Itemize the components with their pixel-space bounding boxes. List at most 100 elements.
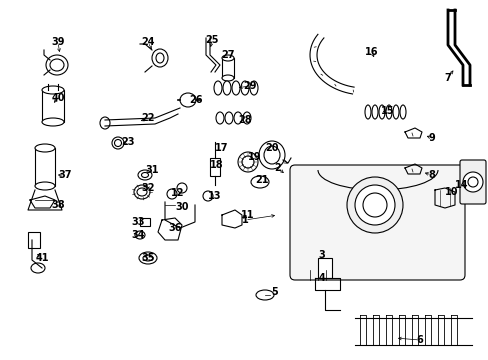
Text: 8: 8 <box>427 170 434 180</box>
Ellipse shape <box>222 55 234 61</box>
Ellipse shape <box>259 141 285 169</box>
Text: 15: 15 <box>381 106 394 116</box>
Ellipse shape <box>35 182 55 190</box>
Ellipse shape <box>231 81 240 95</box>
Ellipse shape <box>138 170 152 180</box>
Ellipse shape <box>134 185 150 199</box>
Text: 16: 16 <box>365 47 378 57</box>
Ellipse shape <box>364 105 370 119</box>
Circle shape <box>462 172 482 192</box>
FancyBboxPatch shape <box>459 160 485 204</box>
Ellipse shape <box>214 81 222 95</box>
Text: 2: 2 <box>274 163 281 173</box>
Text: 20: 20 <box>264 143 278 153</box>
Ellipse shape <box>216 112 224 124</box>
Bar <box>28 232 40 248</box>
Ellipse shape <box>378 105 384 119</box>
Ellipse shape <box>137 188 147 196</box>
Text: 35: 35 <box>141 253 154 263</box>
Text: 41: 41 <box>35 253 49 263</box>
Text: 3: 3 <box>318 250 325 260</box>
Text: 40: 40 <box>51 93 64 103</box>
Text: 25: 25 <box>205 35 218 45</box>
Ellipse shape <box>141 172 148 177</box>
Text: 26: 26 <box>189 95 203 105</box>
Ellipse shape <box>156 53 163 63</box>
Ellipse shape <box>249 81 258 95</box>
FancyBboxPatch shape <box>289 165 464 280</box>
Ellipse shape <box>135 231 145 239</box>
Text: 27: 27 <box>221 50 234 60</box>
Ellipse shape <box>31 263 45 273</box>
Text: 17: 17 <box>215 143 228 153</box>
Circle shape <box>467 177 477 187</box>
Ellipse shape <box>42 86 64 94</box>
Text: 28: 28 <box>238 115 251 125</box>
Bar <box>42 90 64 122</box>
Text: 13: 13 <box>208 191 221 201</box>
Ellipse shape <box>35 144 55 152</box>
Text: 36: 36 <box>168 223 182 233</box>
Text: 33: 33 <box>131 217 144 227</box>
Ellipse shape <box>399 105 405 119</box>
Text: 5: 5 <box>271 287 278 297</box>
Ellipse shape <box>142 255 153 261</box>
Ellipse shape <box>222 75 234 81</box>
Ellipse shape <box>46 55 68 75</box>
Ellipse shape <box>256 290 273 300</box>
Text: 12: 12 <box>171 188 184 198</box>
Ellipse shape <box>264 146 280 164</box>
Text: 37: 37 <box>58 170 72 180</box>
Ellipse shape <box>224 112 232 124</box>
Ellipse shape <box>392 105 398 119</box>
Ellipse shape <box>371 105 377 119</box>
Circle shape <box>354 185 394 225</box>
Ellipse shape <box>385 105 391 119</box>
Text: 10: 10 <box>445 187 458 197</box>
Bar <box>222 58 234 78</box>
Text: 32: 32 <box>141 183 154 193</box>
Bar <box>35 148 55 186</box>
Text: 24: 24 <box>141 37 154 47</box>
Ellipse shape <box>234 112 242 124</box>
Text: 7: 7 <box>444 73 450 83</box>
Text: 19: 19 <box>248 152 261 162</box>
Ellipse shape <box>250 176 268 188</box>
Bar <box>140 218 150 226</box>
Ellipse shape <box>203 191 213 201</box>
Ellipse shape <box>223 81 230 95</box>
Ellipse shape <box>42 118 64 126</box>
Text: 21: 21 <box>255 175 268 185</box>
Ellipse shape <box>167 189 177 199</box>
Text: 34: 34 <box>131 230 144 240</box>
Ellipse shape <box>177 183 186 193</box>
Text: 29: 29 <box>243 81 256 91</box>
Text: 39: 39 <box>51 37 64 47</box>
Text: 22: 22 <box>141 113 154 123</box>
Ellipse shape <box>238 152 258 172</box>
Ellipse shape <box>241 81 248 95</box>
Text: 18: 18 <box>210 160 224 170</box>
Text: 30: 30 <box>175 202 188 212</box>
Ellipse shape <box>242 156 253 168</box>
Text: 1: 1 <box>241 215 248 225</box>
Bar <box>317 258 331 278</box>
Ellipse shape <box>243 112 250 124</box>
Text: 23: 23 <box>121 137 135 147</box>
Ellipse shape <box>139 252 157 264</box>
Circle shape <box>346 177 402 233</box>
Ellipse shape <box>180 93 196 107</box>
Text: 9: 9 <box>428 133 434 143</box>
Ellipse shape <box>152 49 168 67</box>
Bar <box>209 158 220 176</box>
Text: 6: 6 <box>416 335 423 345</box>
Ellipse shape <box>50 59 64 71</box>
Text: 14: 14 <box>454 180 468 190</box>
Text: 11: 11 <box>241 210 254 220</box>
Text: 38: 38 <box>51 200 65 210</box>
Text: 31: 31 <box>145 165 159 175</box>
Ellipse shape <box>114 139 121 147</box>
Ellipse shape <box>112 137 124 149</box>
Text: 4: 4 <box>318 273 325 283</box>
Ellipse shape <box>100 117 110 129</box>
